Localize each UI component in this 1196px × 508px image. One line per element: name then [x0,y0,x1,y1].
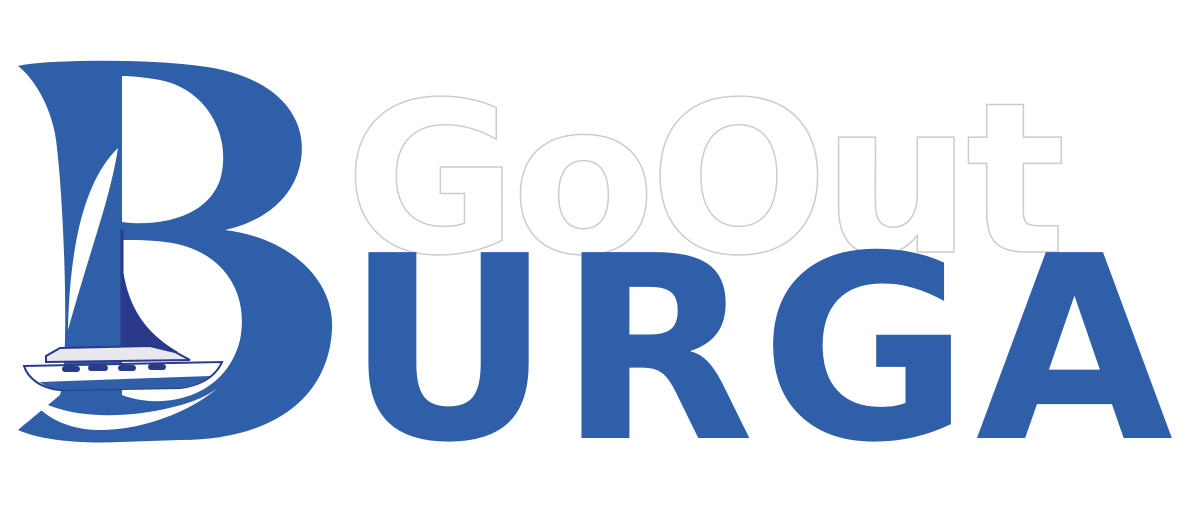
sail-left-shape [68,148,118,330]
logo-line2-text: URGAS [345,202,1196,499]
sail-dark-shape [122,262,178,352]
wave-shape [26,384,222,430]
sailboat-icon [22,230,224,392]
logo-line1-text: GoOut [345,57,1062,302]
